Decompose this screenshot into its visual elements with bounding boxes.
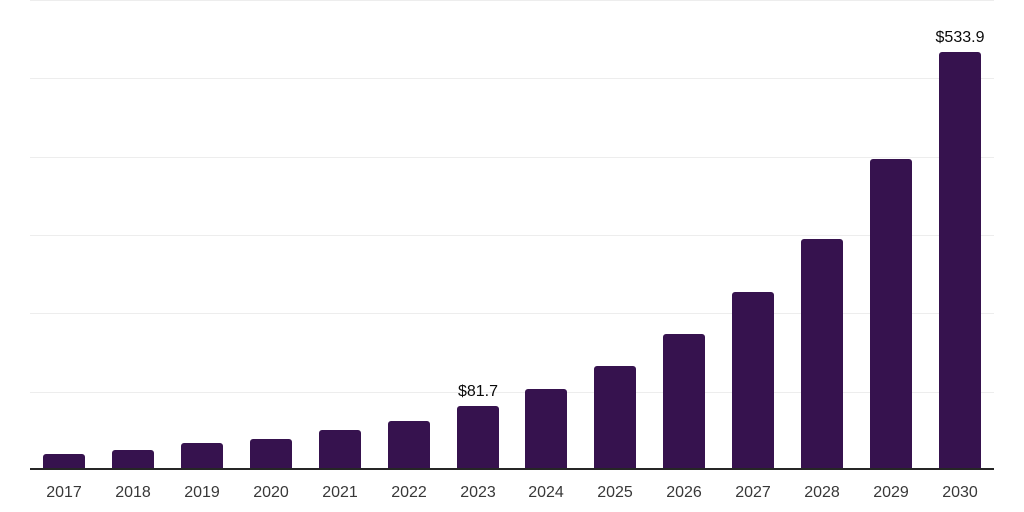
gridline-200 [30, 313, 994, 314]
x-tick-label-2024: 2024 [528, 484, 564, 501]
gridline-100 [30, 392, 994, 393]
x-tick-label-2030: 2030 [942, 484, 978, 501]
x-tick-label-2022: 2022 [391, 484, 427, 501]
gridline-600 [30, 0, 994, 1]
bar-2021[interactable] [319, 430, 361, 470]
bar-2027[interactable] [732, 292, 774, 470]
data-label-2030: $533.9 [935, 29, 985, 46]
bar-2025[interactable] [594, 366, 636, 470]
plot-area: $81.7 $533.9 [30, 0, 994, 470]
x-tick-label-2029: 2029 [873, 484, 909, 501]
bar-2018[interactable] [112, 450, 154, 470]
x-tick-label-2028: 2028 [804, 484, 840, 501]
gridline-500 [30, 78, 994, 79]
bar-2029[interactable] [870, 159, 912, 470]
bar-2028[interactable] [801, 239, 843, 470]
x-tick-label-2021: 2021 [322, 484, 358, 501]
bar-2017[interactable] [43, 454, 85, 470]
bar-2026[interactable] [663, 334, 705, 470]
x-tick-label-2026: 2026 [666, 484, 702, 501]
bar-2020[interactable] [250, 439, 292, 470]
x-axis-line [30, 468, 994, 470]
x-tick-label-2020: 2020 [253, 484, 289, 501]
bar-2022[interactable] [388, 421, 430, 470]
x-tick-label-2023: 2023 [460, 484, 496, 501]
x-tick-label-2027: 2027 [735, 484, 771, 501]
x-tick-label-2017: 2017 [46, 484, 82, 501]
x-tick-label-2019: 2019 [184, 484, 220, 501]
bar-2019[interactable] [181, 443, 223, 470]
gridline-300 [30, 235, 994, 236]
bar-2030[interactable] [939, 52, 981, 470]
x-tick-label-2018: 2018 [115, 484, 151, 501]
x-tick-label-2025: 2025 [597, 484, 633, 501]
bar-2024[interactable] [525, 389, 567, 470]
gridline-400 [30, 157, 994, 158]
data-label-2023: $81.7 [457, 383, 499, 400]
bar-2023[interactable] [457, 406, 499, 470]
